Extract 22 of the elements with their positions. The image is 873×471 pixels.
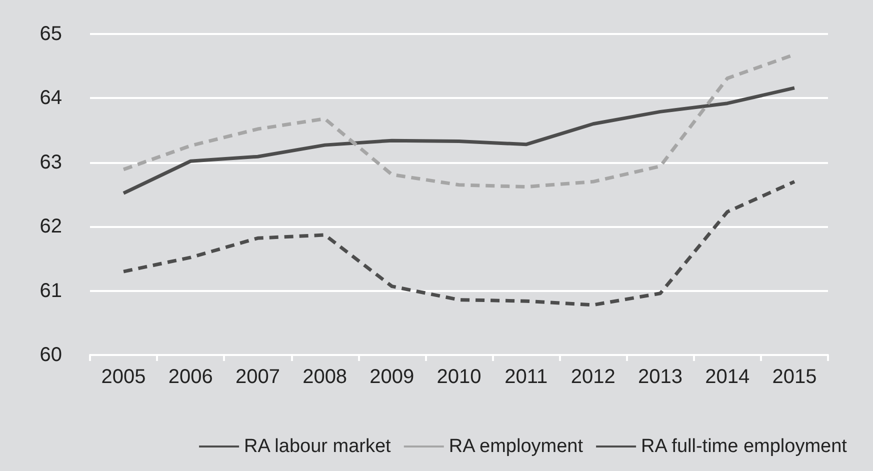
x-tick-label: 2014 [705,366,750,388]
y-tick-label: 64 [40,87,62,110]
legend-label: RA employment [448,436,584,457]
x-tick-label: 2015 [772,366,817,388]
line-series [122,86,796,195]
line-series [122,180,796,307]
x-tick-label: 2007 [235,366,280,388]
y-tick-label: 60 [40,344,62,366]
x-tick-label: 2011 [504,366,548,388]
y-tick-label: 62 [40,216,62,238]
x-tick-label: 2013 [638,366,683,388]
y-tick-label: 65 [40,23,62,45]
x-tick-label: 2005 [101,366,146,388]
y-tick-label: 61 [40,280,62,302]
legend-label: RA labour market [244,436,392,457]
x-tick-label: 2008 [302,366,348,388]
y-tick-label: 63 [40,151,62,174]
x-tick-label: 2012 [570,366,616,388]
legend-label: RA full-time employment [641,436,848,457]
x-tick-label: 2010 [436,366,482,388]
x-tick-label: 2006 [168,366,213,388]
x-tick-label: 2009 [370,366,414,388]
